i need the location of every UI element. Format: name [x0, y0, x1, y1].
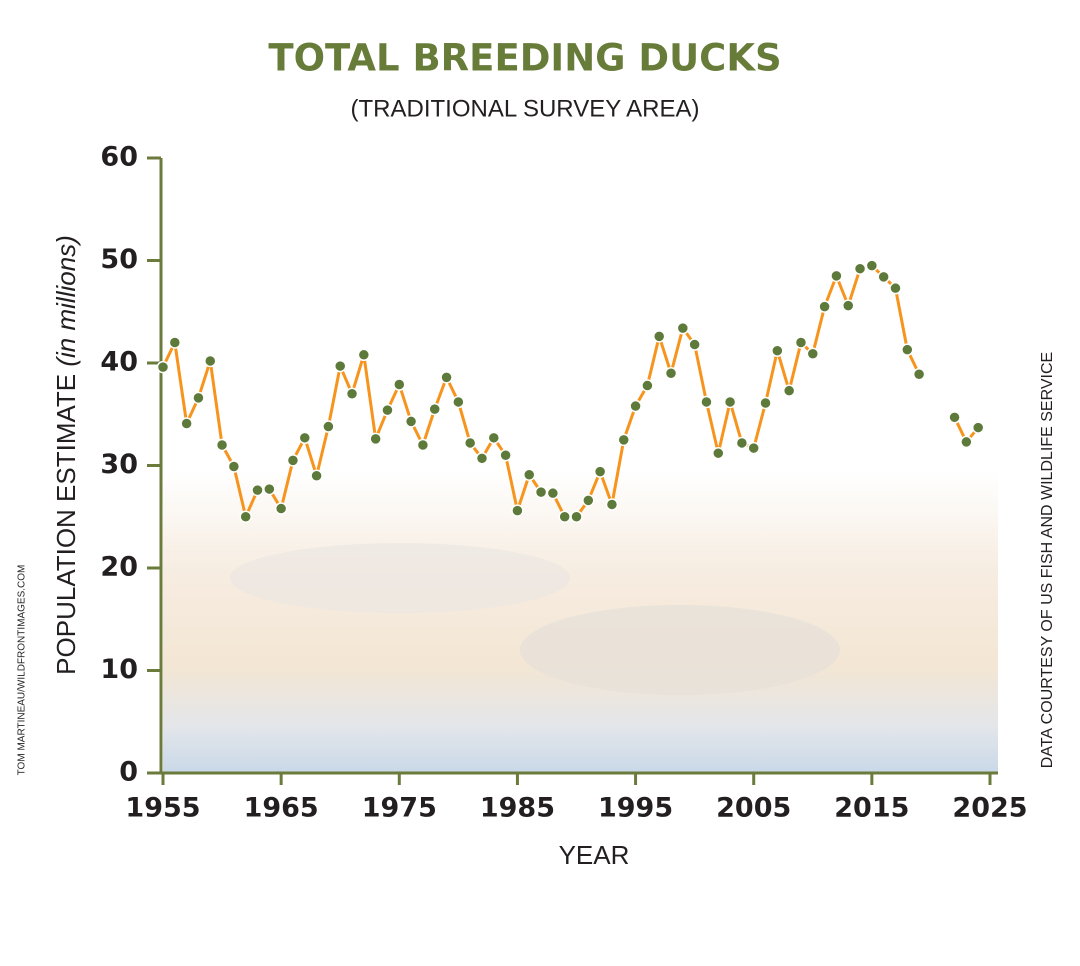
- data-point: [333, 359, 347, 373]
- data-point: [440, 371, 453, 384]
- y-axis-label-text: POPULATION ESTIMATE: [51, 374, 81, 675]
- y-tick-label: 50: [100, 244, 138, 275]
- data-point: [948, 411, 961, 424]
- data-point: [688, 338, 701, 351]
- data-point: [487, 431, 501, 445]
- data-point: [747, 441, 760, 455]
- data-point: [475, 452, 489, 465]
- data-point: [901, 343, 914, 356]
- data-point: [841, 299, 855, 312]
- data-point: [558, 510, 571, 523]
- data-point: [168, 336, 182, 349]
- data-point: [239, 510, 252, 523]
- data-point: [369, 432, 382, 446]
- data-point: [192, 391, 205, 405]
- data-point: [345, 387, 359, 400]
- data-point: [971, 421, 985, 434]
- data-point: [274, 502, 288, 515]
- y-axis-label: POPULATION ESTIMATE (in millions): [51, 235, 81, 675]
- x-tick-label: 1975: [362, 793, 437, 824]
- y-tick-label: 10: [100, 654, 138, 685]
- y-tick-label: 0: [119, 757, 138, 788]
- data-point: [593, 465, 607, 478]
- data-point: [617, 433, 631, 447]
- data-point: [156, 360, 170, 374]
- data-point: [251, 483, 264, 497]
- data-point: [676, 321, 690, 335]
- data-point: [357, 348, 371, 362]
- x-tick-label: 2025: [952, 793, 1027, 824]
- data-point: [771, 344, 784, 357]
- y-tick-label: 30: [100, 449, 138, 480]
- data-point: [700, 395, 713, 409]
- data-point: [452, 395, 465, 409]
- chart-title: TOTAL BREEDING DUCKS: [268, 37, 781, 80]
- data-point: [393, 378, 406, 391]
- data-point: [960, 435, 973, 449]
- x-tick-label: 2015: [834, 793, 909, 824]
- data-point: [416, 438, 430, 452]
- duck-silhouette: [230, 543, 570, 613]
- data-point: [912, 368, 926, 381]
- x-tick-label: 1995: [598, 793, 673, 824]
- data-point: [877, 270, 890, 284]
- data-point: [853, 262, 867, 275]
- source-note: DATA COURTESY OF US FISH AND WILDLIFE SE…: [1039, 352, 1056, 768]
- data-point: [830, 269, 843, 283]
- data-point: [735, 436, 749, 450]
- data-point: [865, 259, 879, 272]
- data-point: [286, 454, 300, 467]
- data-point: [263, 482, 276, 496]
- data-point: [322, 420, 335, 433]
- data-point: [227, 460, 241, 473]
- y-tick-label: 60: [100, 142, 138, 173]
- y-tick-label: 40: [100, 347, 138, 378]
- duck-silhouette: [520, 605, 840, 695]
- data-point: [522, 468, 536, 481]
- data-point: [723, 395, 737, 409]
- data-point: [582, 494, 595, 507]
- data-point: [664, 367, 678, 380]
- data-point: [404, 415, 418, 428]
- x-tick-label: 2005: [716, 793, 791, 824]
- x-tick-label: 1965: [244, 793, 319, 824]
- data-point: [712, 446, 725, 460]
- y-axis-label-unit: (in millions): [51, 235, 81, 366]
- data-point: [629, 399, 642, 413]
- data-point: [204, 354, 217, 368]
- data-point: [511, 504, 524, 517]
- data-point: [180, 417, 193, 430]
- data-point: [806, 347, 820, 361]
- data-point: [298, 431, 312, 445]
- data-point: [759, 396, 772, 410]
- x-tick-label: 1985: [480, 793, 555, 824]
- data-point: [641, 379, 654, 392]
- data-point: [889, 281, 902, 295]
- data-point: [215, 438, 229, 452]
- data-point: [499, 449, 512, 462]
- data-point: [652, 330, 666, 343]
- data-point: [534, 485, 548, 499]
- x-tick-label: 1955: [125, 793, 200, 824]
- x-axis-label: YEAR: [559, 840, 630, 870]
- y-tick-label: 20: [100, 552, 138, 583]
- photo-credit: TOM MARTINEAU/WILDFRONTIMAGES.COM: [17, 565, 28, 776]
- data-point: [570, 510, 583, 523]
- data-point: [818, 300, 831, 313]
- data-point: [310, 469, 323, 482]
- data-point: [794, 336, 808, 349]
- data-point: [546, 486, 560, 500]
- data-point: [381, 403, 394, 417]
- data-point: [782, 384, 796, 397]
- data-point: [428, 402, 441, 416]
- data-point: [605, 498, 619, 511]
- data-point: [463, 436, 477, 450]
- chart-subtitle: (TRADITIONAL SURVEY AREA): [351, 95, 700, 122]
